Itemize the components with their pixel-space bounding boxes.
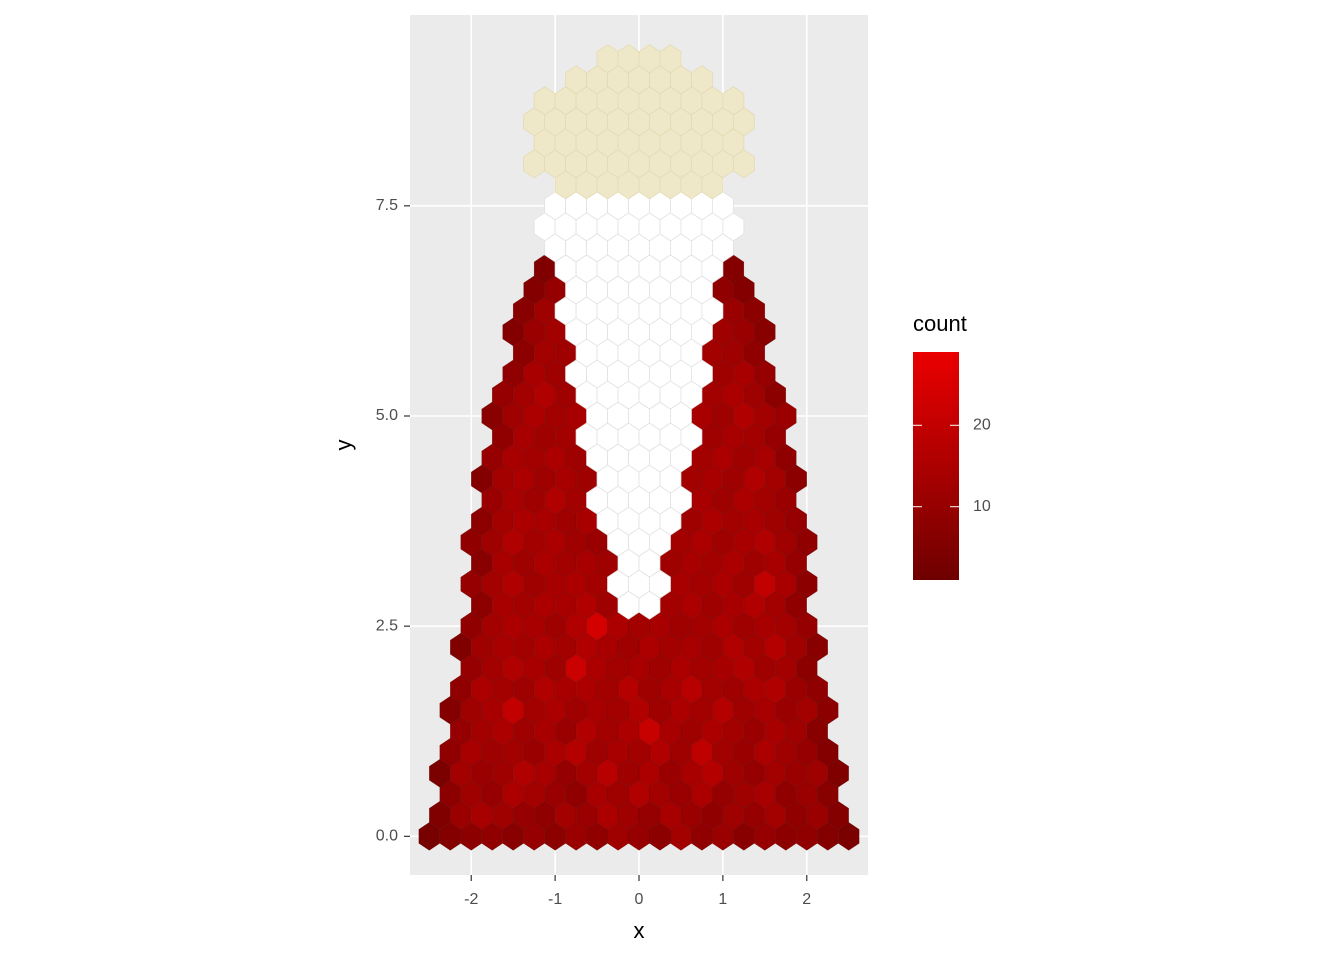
hat-hex	[691, 65, 713, 95]
x-tick-label: 1	[718, 891, 727, 908]
y-tick-label: 7.5	[376, 197, 398, 214]
colorbar	[913, 352, 959, 580]
y-tick-label: 2.5	[376, 617, 398, 634]
x-tick-label: 0	[635, 891, 644, 908]
x-tick-label: 2	[802, 891, 811, 908]
legend-title: count	[913, 311, 967, 336]
y-tick-label: 0.0	[376, 828, 398, 845]
x-tick-label: -1	[548, 891, 562, 908]
y-tick-label: 5.0	[376, 407, 398, 424]
legend-tick-label: 20	[973, 417, 991, 434]
legend-tick-label: 10	[973, 498, 991, 515]
hat-hex	[659, 44, 682, 74]
x-axis-title: x	[634, 918, 645, 943]
hat-hex	[722, 86, 745, 116]
y-axis-title: y	[331, 440, 356, 451]
x-tick-label: -2	[464, 891, 478, 908]
